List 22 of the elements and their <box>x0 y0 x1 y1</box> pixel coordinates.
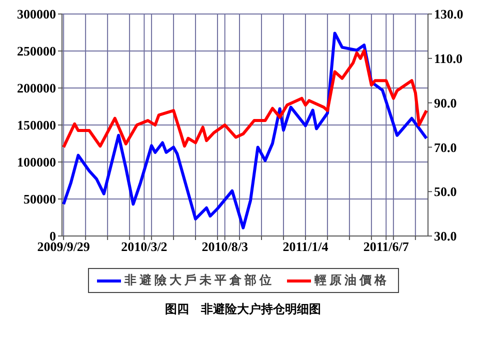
y-tick-label: 100000 <box>17 154 56 170</box>
text: 图四 非避险大户持仓明细图 <box>164 301 322 318</box>
y2-tick-label: 130.0 <box>434 6 464 22</box>
line-series <box>62 32 428 230</box>
y2-tick-label: 30.0 <box>434 228 457 244</box>
legend-label: 非避險大戶未平倉部位 <box>124 272 274 289</box>
y-tick-label: 50000 <box>24 192 56 207</box>
y-tick-label: 150000 <box>17 118 56 133</box>
line-series <box>62 49 428 149</box>
x-tick-label: 2011/6/7 <box>363 239 410 254</box>
y-tick-label: 250000 <box>17 44 56 59</box>
y-tick-label: 0 <box>50 228 56 244</box>
y-tick-label: 300000 <box>17 6 56 22</box>
y2-tick-label: 50.0 <box>434 184 457 200</box>
y2-tick-label: 110.0 <box>434 51 463 66</box>
y-tick-label: 200000 <box>17 80 56 96</box>
y2-tick-label: 90.0 <box>434 95 457 110</box>
x-tick-label: 2011/1/4 <box>282 239 329 254</box>
legend-label: 輕原油價格 <box>314 272 390 289</box>
x-tick-label: 2010/3/2 <box>121 239 168 254</box>
y2-tick-label: 70.0 <box>434 140 457 155</box>
x-tick-label: 2010/8/3 <box>202 239 248 254</box>
